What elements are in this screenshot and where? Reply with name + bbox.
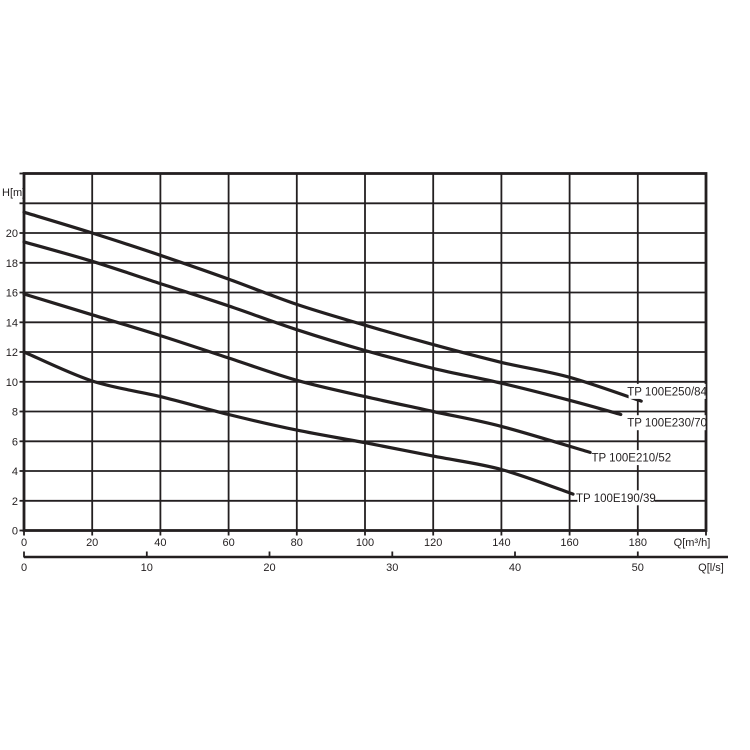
- x-tick-label: 60: [222, 537, 234, 549]
- curve-label: TP 100E230/70: [627, 415, 707, 431]
- y-tick-label: 16: [6, 288, 18, 300]
- x-axis-primary: 0 20 40 60 80 100 120 140 160 180 Q[m³/h]: [21, 530, 711, 549]
- curve-labels: TP 100E250/84 TP 100E230/70 TP 100E210/52 T…: [576, 383, 708, 506]
- x-tick-label: 100: [356, 537, 374, 549]
- y-tick-label: 18: [6, 258, 18, 270]
- curve-label-text: TP 100E250/84: [627, 386, 707, 398]
- curve-label-box: [592, 450, 670, 466]
- x-axis-unit-label: Q[m³/h]: [674, 537, 711, 549]
- curve-label: TP 100E210/52: [591, 450, 671, 466]
- pump-curve-TP-100E250-84: [22, 210, 643, 403]
- curve-label: TP 100E190/39: [576, 490, 656, 506]
- y-tick-label: 4: [12, 466, 18, 478]
- x-tick-label: 180: [629, 537, 647, 549]
- curve-label-text: TP 100E210/52: [591, 453, 671, 465]
- x-tick-label: 140: [492, 537, 510, 549]
- x-tick-label: 120: [424, 537, 442, 549]
- pump-curves: [22, 210, 643, 496]
- y-tick-label: 8: [12, 407, 18, 419]
- y-tick-label: 12: [6, 347, 18, 359]
- secondary-tick-label: 40: [509, 562, 521, 574]
- y-tick-label: 20: [6, 228, 18, 240]
- y-axis-unit-label: H[m]: [2, 187, 25, 199]
- curve-label-box: [577, 490, 655, 506]
- secondary-tick-label: 0: [21, 562, 27, 574]
- x-tick-label: 0: [21, 537, 27, 549]
- secondary-axis-unit-label: Q[l/s]: [698, 562, 724, 574]
- x-tick-label: 160: [560, 537, 578, 549]
- secondary-tick-label: 20: [263, 562, 275, 574]
- secondary-tick-label: 10: [141, 562, 153, 574]
- curve-label-text: TP 100E190/39: [576, 493, 656, 505]
- y-axis: 0 2 4 6 8 10 12 14 16 18 20 H[m]: [2, 172, 25, 538]
- y-tick-label: 10: [6, 377, 18, 389]
- secondary-tick-label: 30: [386, 562, 398, 574]
- pump-curve-TP-100E190-39: [22, 350, 575, 496]
- y-tick-label: 14: [6, 317, 18, 329]
- y-tick-label: 6: [12, 436, 18, 448]
- x-axis-secondary: 0 10 20 30 40 50 Q[l/s]: [21, 551, 728, 574]
- y-tick-label: 2: [12, 496, 18, 508]
- secondary-tick-label: 50: [632, 562, 644, 574]
- pump-curve-TP-100E230-70: [22, 240, 623, 417]
- pump-curve-TP-100E210-52: [22, 292, 592, 454]
- curve-label-box: [628, 383, 706, 399]
- y-tick-label: 0: [12, 526, 18, 538]
- x-tick-label: 20: [86, 537, 98, 549]
- curve-label-text: TP 100E230/70: [627, 418, 707, 430]
- curve-label: TP 100E250/84: [627, 383, 708, 399]
- curve-label-box: [628, 415, 706, 431]
- x-tick-label: 40: [154, 537, 166, 549]
- x-tick-label: 80: [291, 537, 303, 549]
